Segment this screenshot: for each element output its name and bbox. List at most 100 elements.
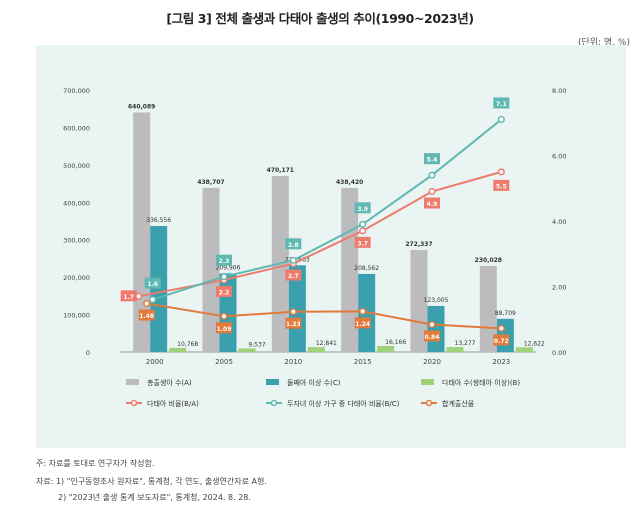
x-tick-label: 2020 bbox=[423, 358, 441, 366]
y-left-tick-label: 200,000 bbox=[63, 274, 90, 282]
y-right-tick-label: 4.00 bbox=[552, 218, 566, 226]
line-point-multiple-ratio-of-second bbox=[289, 256, 297, 264]
line-point-multiple-ratio bbox=[359, 227, 367, 235]
y-left-tick-label: 100,000 bbox=[63, 312, 90, 320]
bar-value-label: 438,707 bbox=[197, 179, 224, 186]
line-value-label: 3.7 bbox=[357, 240, 368, 247]
value-badge bbox=[216, 254, 232, 266]
legend-swatch bbox=[266, 379, 279, 385]
value-badge bbox=[120, 290, 137, 302]
bar-value-label: 470,171 bbox=[267, 167, 294, 174]
bar-value-label: 640,089 bbox=[128, 103, 155, 110]
y-left-tick-label: 300,000 bbox=[63, 237, 90, 245]
bar-value-label: 272,337 bbox=[405, 241, 432, 248]
line-point-total-fertility-rate bbox=[143, 299, 151, 308]
y-left-tick-label: 500,000 bbox=[63, 162, 90, 170]
x-tick-label: 2023 bbox=[492, 358, 510, 366]
bar-value-label: 230,028 bbox=[475, 257, 502, 264]
unit-label: (단위: 명, %) bbox=[577, 38, 630, 48]
source-line: 2) "2023년 출생 통계 보도자료", 통계청, 2024. 8. 28. bbox=[58, 493, 251, 502]
line-value-label: 2.3 bbox=[219, 258, 230, 265]
bar-total-births bbox=[410, 250, 428, 352]
bar-multiple-births bbox=[515, 347, 533, 352]
y-left-tick-label: 0 bbox=[86, 349, 90, 357]
line-value-label: 1.09 bbox=[217, 326, 232, 333]
note-line: 주: 자료를 토대로 연구자가 작성함. bbox=[36, 459, 155, 468]
y-right-tick-label: 8.00 bbox=[552, 87, 566, 95]
y-right-tick-label: 6.00 bbox=[552, 153, 566, 161]
bar-value-label: 16,166 bbox=[385, 339, 406, 346]
legend-label: 다태아 비율(B/A) bbox=[147, 399, 199, 408]
figure-title: [그림 3] 전체 출생과 다태아 출생의 추이(1990~2023년) bbox=[166, 11, 474, 26]
value-badge bbox=[424, 197, 440, 209]
bar-value-label: 438,420 bbox=[336, 179, 363, 186]
bar-second-or-higher bbox=[219, 273, 237, 352]
line-value-label: 5.5 bbox=[496, 183, 507, 190]
combo-chart: 0 100,000 200,000 300,000 400,000 500,000 600,… bbox=[63, 87, 566, 408]
bar-multiple-births bbox=[307, 347, 325, 352]
bar-value-label: 13,277 bbox=[455, 340, 476, 347]
bar-value-label: 123,005 bbox=[424, 297, 449, 304]
bar-value-label: 12,622 bbox=[524, 340, 545, 347]
value-badge bbox=[216, 285, 232, 297]
value-badge bbox=[493, 179, 510, 191]
line-point-multiple-ratio-of-second bbox=[149, 296, 157, 304]
value-badge bbox=[493, 334, 510, 346]
line-point-total-fertility-rate bbox=[359, 307, 367, 315]
line-value-label: 3.9 bbox=[357, 206, 368, 213]
value-badge bbox=[138, 309, 155, 321]
legend-label: 총출생아 수(A) bbox=[147, 378, 192, 387]
line-value-label: 5.4 bbox=[427, 157, 438, 164]
bar-second-or-higher bbox=[288, 265, 306, 352]
legend-label: 다태아 수(쌍태아 이상)(B) bbox=[442, 378, 520, 387]
bar-value-label: 208,562 bbox=[354, 265, 379, 272]
bar-second-or-higher bbox=[150, 226, 168, 352]
line-value-label: 1.6 bbox=[147, 281, 158, 288]
value-badge bbox=[424, 153, 440, 165]
line-point-multiple-ratio-of-second bbox=[220, 273, 228, 281]
legend-label: 합계출산율 bbox=[442, 399, 475, 408]
value-badge bbox=[285, 238, 302, 250]
bar-value-label: 209,906 bbox=[216, 264, 241, 271]
line-value-label: 2.8 bbox=[288, 242, 299, 249]
value-badge bbox=[144, 277, 161, 289]
y-left-tick-label: 700,000 bbox=[63, 87, 90, 95]
line-point-total-fertility-rate bbox=[220, 312, 228, 320]
line-point-multiple-ratio bbox=[135, 292, 143, 300]
legend-swatch-marker bbox=[130, 399, 138, 407]
value-badge bbox=[354, 317, 371, 329]
y-right-tick-label: 0.00 bbox=[552, 349, 566, 357]
value-badge bbox=[424, 330, 440, 342]
bar-value-label: 88,709 bbox=[495, 310, 516, 317]
chart-panel: 0 100,000 200,000 300,000 400,000 500,000 600,… bbox=[36, 45, 626, 448]
value-badge bbox=[285, 269, 302, 281]
bar-value-label: 231,663 bbox=[285, 256, 310, 263]
bar-total-births bbox=[133, 112, 151, 352]
x-tick-label: 2010 bbox=[284, 358, 302, 366]
legend-swatch-marker bbox=[425, 399, 433, 407]
line-value-label: 7.1 bbox=[496, 101, 507, 108]
y-right-tick-label: 2.00 bbox=[552, 284, 566, 292]
value-badge bbox=[285, 317, 302, 329]
bar-value-label: 336,556 bbox=[146, 217, 171, 224]
bar-multiple-births bbox=[377, 345, 395, 352]
value-badge bbox=[493, 97, 510, 109]
x-tick-label: 2000 bbox=[146, 358, 164, 366]
x-tick-label: 2005 bbox=[215, 358, 233, 366]
line-value-label: 2.7 bbox=[288, 273, 299, 280]
line-point-total-fertility-rate bbox=[289, 308, 297, 316]
bar-multiple-births bbox=[446, 347, 464, 352]
line-value-label: 0.84 bbox=[425, 334, 440, 341]
source-line: 자료: 1) "인구동향조사 원자료", 통계청, 각 연도, 출생연간자료 A… bbox=[36, 477, 267, 486]
bar-total-births bbox=[479, 265, 497, 352]
line-point-multiple-ratio bbox=[428, 187, 436, 196]
bar-value-label: 10,768 bbox=[177, 341, 198, 348]
value-badge bbox=[216, 322, 232, 334]
line-multiple-ratio-of-second bbox=[152, 118, 502, 301]
line-total-fertility-rate bbox=[146, 302, 502, 330]
line-value-label: 1.24 bbox=[355, 321, 370, 328]
legend-swatch bbox=[421, 379, 434, 385]
bar-multiple-births bbox=[238, 348, 256, 352]
bar-value-label: 12,841 bbox=[316, 340, 337, 347]
line-point-multiple-ratio-of-second bbox=[428, 171, 436, 179]
